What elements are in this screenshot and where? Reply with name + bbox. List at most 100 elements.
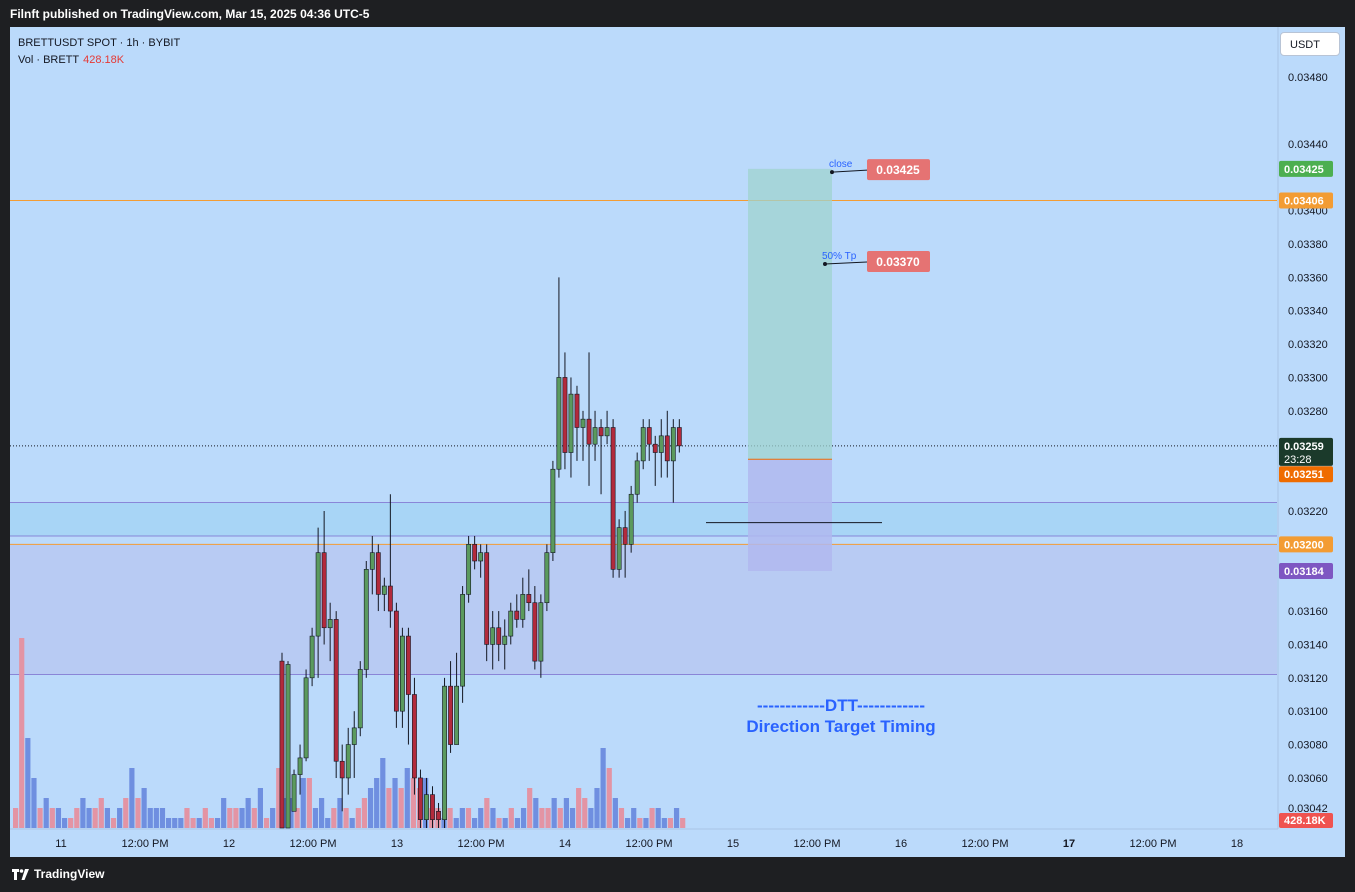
price-chart[interactable]: 0.03480 0.03440 0.03400 0.03380 0.03360 0.033… (10, 27, 1345, 857)
volume-bar (104, 808, 110, 828)
volume-bar (49, 808, 55, 828)
volume-bar (600, 748, 606, 828)
candle-down (652, 443, 658, 453)
candle-up (363, 569, 369, 670)
volume-bar (539, 808, 545, 828)
volume-bar (637, 818, 643, 828)
last-price-tag (1279, 437, 1333, 466)
volume-bar (374, 778, 380, 828)
x-tick-label: 14 (559, 838, 571, 850)
candle-up (327, 619, 333, 629)
demand-zone-band (10, 502, 1277, 536)
volume-bar (196, 818, 202, 828)
volume-bar (496, 818, 502, 828)
volume-bar (172, 818, 178, 828)
candle-down (646, 427, 652, 445)
entry-tag (1279, 466, 1333, 483)
x-tick-label: 15 (727, 838, 739, 850)
candle-down (333, 619, 339, 762)
candle-down (526, 594, 532, 604)
volume-bar (153, 808, 159, 828)
volume-bar (618, 808, 625, 828)
candle-down (472, 544, 478, 562)
volume-bar (551, 798, 557, 828)
volume-bar (514, 818, 521, 828)
volume-value: 428.18K (83, 54, 125, 66)
volume-bar (661, 818, 667, 828)
currency-button[interactable]: USDT (1280, 32, 1340, 56)
candle-down (412, 694, 417, 779)
candle-up (502, 635, 508, 645)
x-tick-label: 12:00 PM (1129, 838, 1176, 850)
volume-bar (459, 808, 465, 828)
candle-up (544, 552, 550, 604)
volume-bar (263, 818, 270, 828)
candle-down (406, 635, 411, 695)
candle-down (418, 777, 423, 820)
volume-bar (233, 808, 239, 828)
volume-bar (147, 808, 153, 828)
volume-bar (166, 818, 172, 828)
volume-bar (441, 818, 447, 828)
volume-bar (557, 808, 563, 828)
last-price-countdown: 23:28 (1284, 454, 1312, 466)
volume-label: Vol · BRETT (18, 54, 80, 66)
close-target-box (867, 159, 930, 181)
tradingview-brand: TradingView (34, 867, 105, 881)
candle-up (285, 664, 291, 829)
candle-up (345, 744, 351, 779)
volume-bar (98, 798, 104, 828)
volume-bar (135, 798, 141, 828)
volume-bar (673, 808, 680, 828)
support-zone-band (10, 544, 1277, 675)
volume-bar (612, 798, 618, 828)
x-tick-label: 12 (223, 838, 235, 850)
symbol-label: BRETTUSDT SPOT · 1h · BYBIT (18, 37, 181, 49)
candle-up (297, 757, 303, 775)
volume-bar (625, 818, 631, 828)
candle-up (634, 460, 640, 495)
partial-target-caption: 50% Tp (822, 251, 857, 262)
chart-frame[interactable]: 0.03480 0.03440 0.03400 0.03380 0.03360 0.033… (10, 27, 1345, 857)
volume-bar (13, 808, 19, 828)
volume-bar (276, 768, 282, 828)
x-tick-label: 12:00 PM (961, 838, 1008, 850)
volume-bar (569, 808, 576, 828)
x-tick-label: 12:00 PM (625, 838, 672, 850)
volume-bar (337, 798, 343, 828)
volume-bar (202, 808, 208, 828)
volume-bar (502, 818, 508, 828)
volume-bar (312, 808, 319, 828)
volume-bar (141, 788, 147, 828)
volume-bar (582, 798, 588, 828)
volume-bar (68, 818, 74, 828)
volume-bar (294, 808, 300, 828)
volume-bar (178, 818, 184, 828)
volume-bar (43, 798, 49, 828)
volume-bar (453, 818, 459, 828)
footer: TradingView (0, 857, 1355, 892)
volume-bar (61, 818, 68, 828)
x-tick-label: 16 (895, 838, 907, 850)
volume-bar (520, 808, 527, 828)
volume-bar (478, 808, 484, 828)
take-profit-tag-text: 0.03425 (1284, 164, 1324, 176)
volume-bar (392, 778, 398, 828)
candle-up (369, 552, 375, 570)
tradingview-logo[interactable]: TradingView (12, 867, 104, 881)
y-tick-label: 0.03380 (1288, 239, 1328, 251)
candle-up (309, 635, 315, 679)
candle-up (478, 552, 484, 562)
x-tick-label: 18 (1231, 838, 1243, 850)
candle-down (375, 552, 381, 595)
candle-down (586, 418, 592, 445)
volume-bar (576, 788, 582, 828)
volume-bar (123, 798, 129, 828)
candle-up (568, 393, 574, 453)
volume-bar (563, 798, 569, 828)
candle-up (442, 685, 447, 820)
volume-bar (74, 808, 80, 828)
volume-tag-text: 428.18K (1284, 815, 1326, 827)
volume-bar (306, 778, 312, 828)
candle-down (562, 377, 568, 453)
